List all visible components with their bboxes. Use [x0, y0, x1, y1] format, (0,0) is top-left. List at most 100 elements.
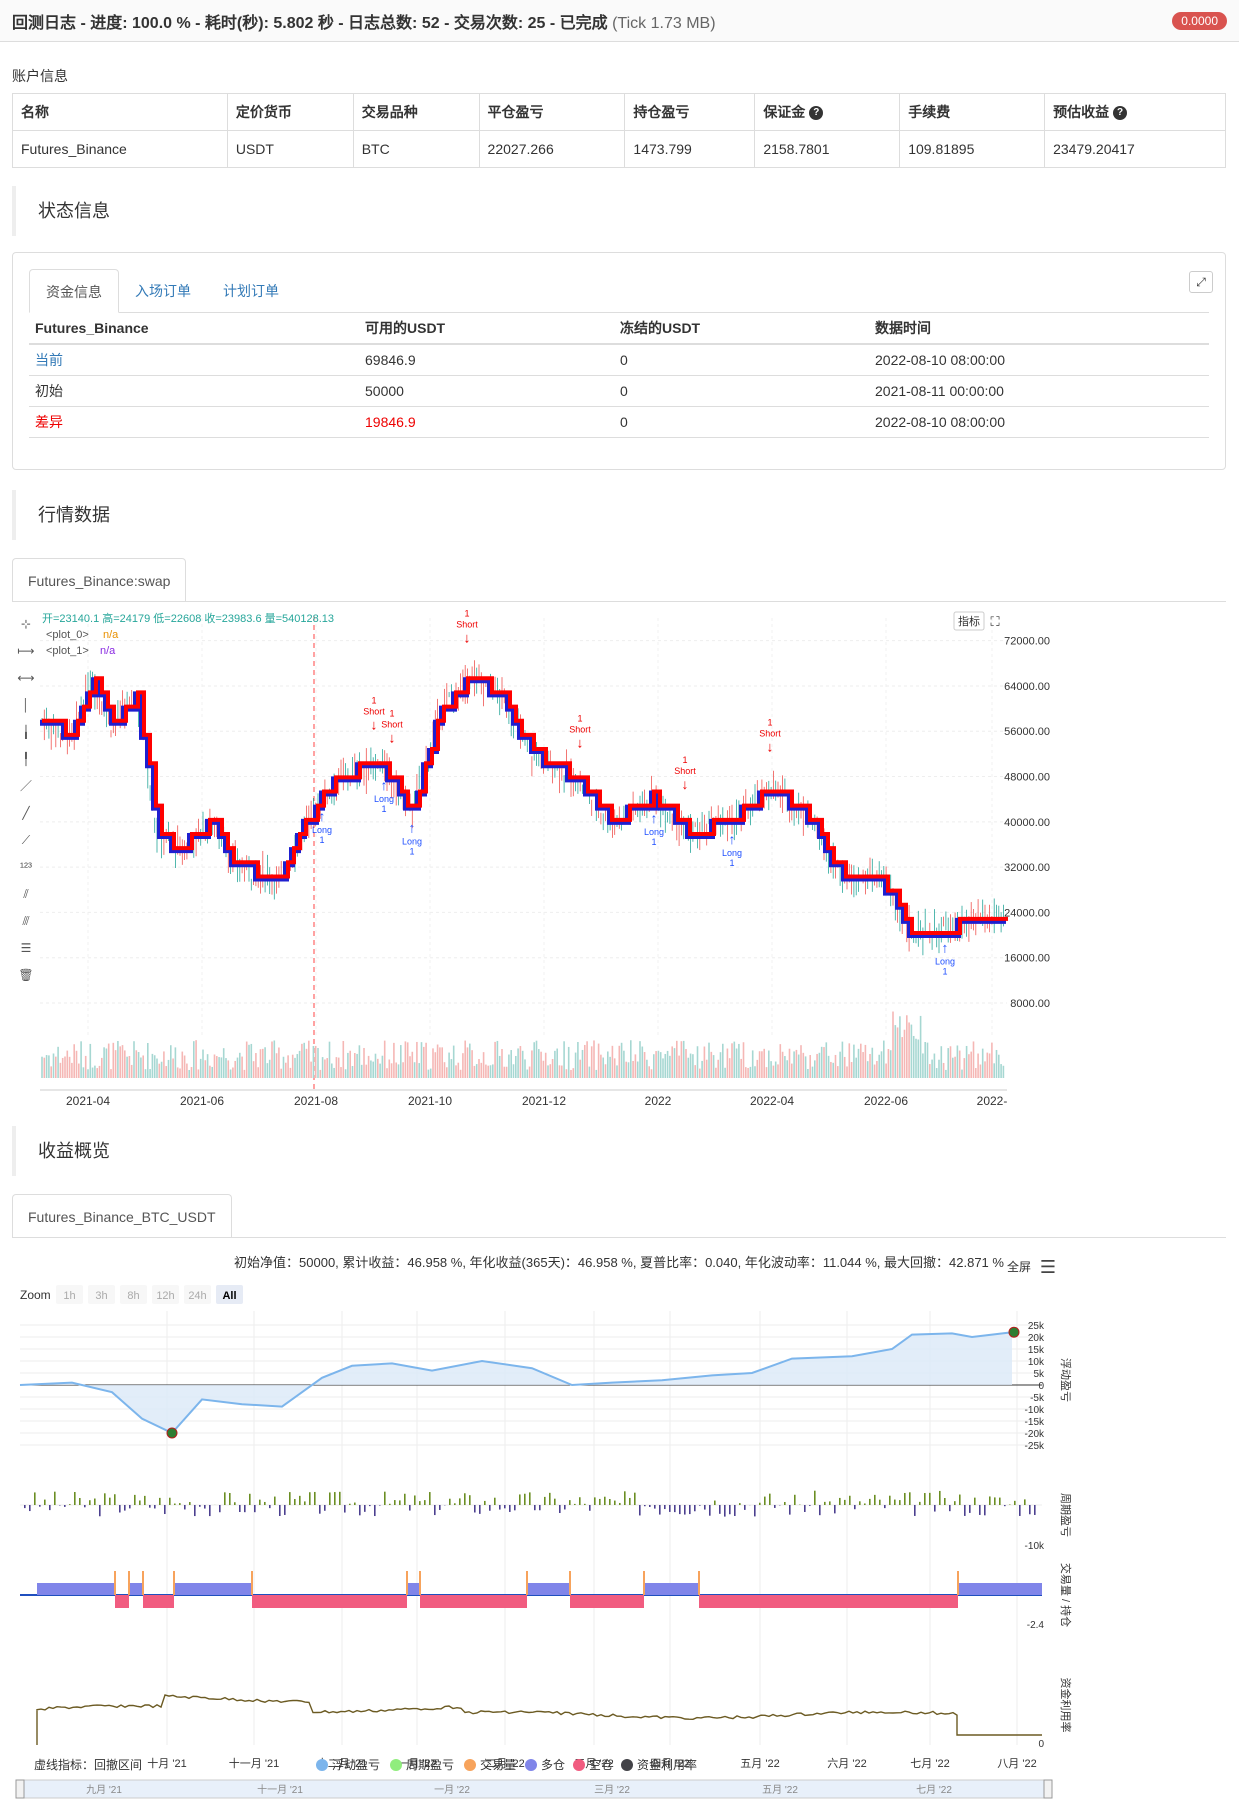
volume-bar — [232, 1067, 234, 1078]
plot-1-label: <plot_1> — [46, 645, 89, 657]
crosshair-icon[interactable]: ⊹ — [21, 617, 31, 631]
volume-bar — [391, 1063, 393, 1078]
vertical-segment-icon[interactable]: ╿ — [22, 751, 29, 767]
period-pnl-bar — [829, 1501, 831, 1505]
legend-item[interactable]: 周期盈亏 — [406, 1758, 454, 1772]
trash-icon[interactable]: 🗑 — [18, 968, 33, 982]
trend-line-icon[interactable]: ／ — [20, 779, 32, 793]
volume-bar — [874, 1065, 876, 1078]
legend-item[interactable]: 交易量 — [480, 1757, 516, 1772]
volume-bar — [234, 1061, 236, 1078]
period-pnl-bar — [109, 1498, 111, 1505]
period-pnl-bar — [549, 1493, 551, 1505]
legend-dot[interactable] — [390, 1759, 402, 1771]
hline-group-icon[interactable]: ☰ — [21, 941, 32, 955]
volume-bar — [616, 1065, 618, 1078]
horizontal-line-icon[interactable]: ⟷ — [17, 671, 34, 685]
period-pnl-bar — [24, 1505, 26, 1508]
indicator-button-label[interactable]: 指标 — [958, 614, 980, 628]
legend-item[interactable]: 资金利用率 — [637, 1757, 697, 1772]
tab-market-swap[interactable]: Futures_Binance:swap — [12, 558, 186, 602]
zoom-option[interactable]: All — [222, 1290, 236, 1302]
volume-bar — [313, 1046, 315, 1078]
parallel-channel-icon[interactable]: ⫽ — [22, 887, 29, 901]
volume-bar — [368, 1056, 370, 1078]
navigator-right-handle[interactable] — [1044, 1780, 1052, 1798]
zoom-option[interactable]: 8h — [127, 1290, 139, 1302]
volume-bar — [356, 1054, 358, 1078]
period-pnl-bar — [104, 1493, 106, 1505]
extended-line-icon[interactable]: ⟋ — [22, 833, 31, 847]
legend-dot[interactable] — [573, 1759, 585, 1771]
navigator[interactable] — [20, 1780, 1048, 1798]
horizontal-ray-icon[interactable]: ⟼ — [17, 644, 34, 658]
signal-short-label: Short — [674, 766, 696, 776]
expand-icon[interactable]: ⤢ — [1189, 271, 1213, 293]
period-pnl-bar — [989, 1496, 991, 1505]
ray-icon[interactable]: ╱ — [21, 805, 30, 820]
signal-count: 1 — [319, 835, 324, 845]
volume-bar — [159, 1064, 161, 1078]
zoom-option[interactable]: 24h — [188, 1290, 206, 1302]
period-pnl-bar — [944, 1498, 946, 1505]
price-label-icon[interactable]: ¹²³ — [20, 860, 32, 874]
navigator-tick-label: 十一月 '21 — [257, 1783, 303, 1796]
vertical-ray-icon[interactable]: ╽ — [22, 724, 29, 739]
status-tab[interactable]: 计划订单 — [207, 269, 295, 312]
account-cell: 23479.20417 — [1045, 131, 1226, 168]
fib-icon[interactable]: ⫻ — [22, 914, 30, 928]
period-pnl-bar — [584, 1504, 586, 1505]
menu-icon[interactable]: ☰ — [1040, 1257, 1056, 1277]
volume-bar — [320, 1070, 322, 1078]
help-icon[interactable]: ? — [1113, 106, 1127, 120]
period-pnl-bar — [424, 1500, 426, 1505]
volume-bar — [85, 1056, 87, 1078]
volume-bar — [188, 1070, 190, 1078]
volume-bar — [644, 1052, 646, 1078]
account-cell: 2158.7801 — [755, 131, 900, 168]
performance-svg[interactable]: 初始净值：50000, 累计收益：46.958 %, 年化收益(365天)：46… — [12, 1245, 1226, 1804]
legend-item[interactable]: 空仓 — [589, 1758, 613, 1772]
period-pnl-bar — [804, 1505, 806, 1512]
zoom-option[interactable]: 3h — [95, 1290, 107, 1302]
legend-dot[interactable] — [316, 1759, 328, 1771]
fullscreen-button[interactable]: 全屏 — [1007, 1259, 1031, 1274]
help-icon[interactable]: ? — [809, 106, 823, 120]
legend-item[interactable]: 浮动盈亏 — [332, 1758, 380, 1772]
period-pnl-bar — [369, 1505, 371, 1506]
status-tab[interactable]: 入场订单 — [119, 269, 207, 312]
period-pnl-bar — [699, 1505, 701, 1506]
volume-bar — [255, 1053, 257, 1078]
legend-dot[interactable] — [621, 1759, 633, 1771]
volume-bar — [918, 1040, 920, 1078]
volume-bar — [119, 1046, 121, 1078]
volume-bar — [745, 1067, 747, 1078]
navigator-left-handle[interactable] — [16, 1780, 24, 1798]
signal-long-label: Long — [935, 956, 955, 966]
volume-bar — [823, 1047, 825, 1078]
volume-bar — [598, 1044, 600, 1078]
performance-chart[interactable]: 初始净值：50000, 累计收益：46.958 %, 年化收益(365天)：46… — [12, 1245, 1226, 1804]
tab-performance[interactable]: Futures_Binance_BTC_USDT — [12, 1194, 232, 1238]
legend-dot[interactable] — [525, 1759, 537, 1771]
legend-dot[interactable] — [464, 1759, 476, 1771]
period-pnl-bar — [204, 1505, 206, 1509]
zoom-option[interactable]: 12h — [156, 1290, 174, 1302]
volume-bar — [278, 1047, 280, 1078]
volume-bar — [83, 1067, 85, 1078]
zoom-option[interactable]: 1h — [63, 1290, 75, 1302]
volume-bar — [487, 1066, 489, 1078]
volume-bar — [849, 1043, 851, 1078]
status-tab[interactable]: 资金信息 — [29, 269, 119, 313]
vertical-line-icon[interactable]: │ — [22, 698, 30, 713]
fullscreen-icon[interactable]: ⛶ — [989, 614, 1000, 629]
volume-bar — [800, 1045, 802, 1078]
volume-bar — [175, 1047, 177, 1078]
legend-item[interactable]: 多仓 — [541, 1758, 565, 1772]
funds-row-name[interactable]: 当前 — [29, 344, 359, 375]
kline-svg[interactable]: 72000.0064000.0056000.0048000.0040000.00… — [12, 608, 1226, 1118]
period-pnl-bar — [209, 1505, 211, 1516]
volume-bar — [591, 1046, 593, 1078]
signal-count: 1 — [409, 847, 414, 857]
